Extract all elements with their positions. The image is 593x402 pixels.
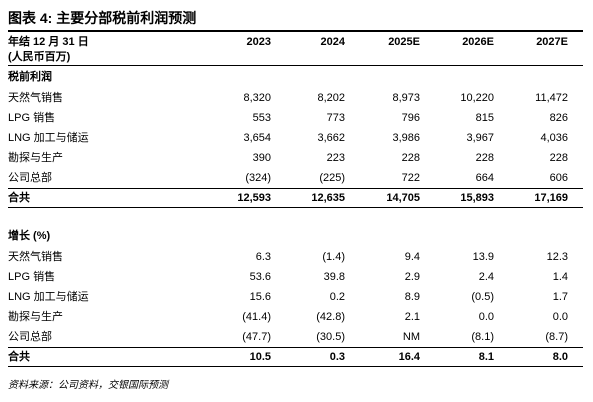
cell: 1.7: [552, 291, 568, 303]
cell: 0.0: [478, 311, 494, 323]
cell: (41.4): [242, 311, 271, 323]
cell: 3,662: [317, 132, 345, 144]
cell: (30.5): [316, 331, 345, 343]
row-label: LNG 加工与储运: [8, 291, 89, 303]
total-label: 合共: [8, 351, 30, 363]
cell: (324): [245, 172, 271, 184]
rule: [8, 207, 583, 208]
cell: (8.1): [471, 331, 494, 343]
total-cell: 0.3: [329, 351, 345, 363]
total-cell: 12,593: [237, 192, 271, 204]
rule: [8, 30, 583, 32]
row-label: 勘探与生产: [8, 152, 63, 164]
cell: (225): [319, 172, 345, 184]
cell: 4,036: [540, 132, 568, 144]
total-cell: 8.0: [552, 351, 568, 363]
cell: 815: [475, 112, 494, 124]
cell: 8,320: [243, 92, 271, 104]
cell: 53.6: [249, 271, 271, 283]
cell: 8,973: [392, 92, 420, 104]
row-label: LPG 销售: [8, 112, 56, 124]
rule: [8, 366, 583, 367]
cell: 2.9: [404, 271, 420, 283]
section-heading: 税前利润: [8, 71, 52, 83]
total-cell: 8.1: [478, 351, 494, 363]
cell: 228: [549, 152, 568, 164]
total-cell: 17,169: [534, 192, 568, 204]
total-cell: 16.4: [398, 351, 420, 363]
cell: NM: [402, 331, 420, 343]
cell: (47.7): [242, 331, 271, 343]
column-header: 2027E: [536, 36, 568, 48]
cell: 553: [252, 112, 271, 124]
cell: 0.0: [552, 311, 568, 323]
row-label: LPG 销售: [8, 271, 56, 283]
cell: (1.4): [322, 251, 345, 263]
row-label: 天然气销售: [8, 92, 63, 104]
cell: 8.9: [404, 291, 420, 303]
cell: 0.2: [329, 291, 345, 303]
cell: 228: [475, 152, 494, 164]
cell: (0.5): [471, 291, 494, 303]
cell: 826: [549, 112, 568, 124]
cell: 3,654: [243, 132, 271, 144]
cell: 3,967: [466, 132, 494, 144]
rule: [8, 188, 583, 189]
row-label: 勘探与生产: [8, 311, 63, 323]
column-header: 2024: [320, 36, 345, 48]
cell: 390: [252, 152, 271, 164]
cell: 773: [326, 112, 345, 124]
cell: 2.4: [478, 271, 494, 283]
cell: (8.7): [545, 331, 568, 343]
cell: 8,202: [317, 92, 345, 104]
cell: 11,472: [535, 92, 568, 104]
cell: 606: [549, 172, 568, 184]
total-cell: 12,635: [311, 192, 345, 204]
row-label: 公司总部: [8, 172, 52, 184]
rule: [8, 347, 583, 348]
row-label: 公司总部: [8, 331, 52, 343]
total-label: 合共: [8, 192, 30, 204]
cell: 3,986: [392, 132, 420, 144]
cell: 223: [326, 152, 345, 164]
cell: 15.6: [249, 291, 271, 303]
column-header: 2026E: [462, 36, 494, 48]
row-label: LNG 加工与储运: [8, 132, 89, 144]
cell: 6.3: [255, 251, 271, 263]
cell: (42.8): [316, 311, 345, 323]
cell: 12.3: [546, 251, 568, 263]
source: 资料来源：公司资料，交银国际预测: [8, 380, 168, 391]
total-cell: 15,893: [460, 192, 494, 204]
column-header: 2025E: [388, 36, 420, 48]
header-label: (人民币百万): [8, 51, 71, 63]
cell: 664: [475, 172, 494, 184]
cell: 1.4: [552, 271, 568, 283]
cell: 10,220: [460, 92, 494, 104]
title: 图表 4: 主要分部税前利润预测: [8, 10, 197, 26]
total-cell: 14,705: [386, 192, 420, 204]
total-cell: 10.5: [249, 351, 271, 363]
cell: 39.8: [323, 271, 345, 283]
column-header: 2023: [246, 36, 271, 48]
cell: 722: [401, 172, 420, 184]
row-label: 天然气销售: [8, 251, 63, 263]
cell: 228: [401, 152, 420, 164]
section-heading: 增长 (%): [8, 230, 51, 242]
cell: 9.4: [404, 251, 420, 263]
cell: 2.1: [404, 311, 420, 323]
cell: 13.9: [472, 251, 494, 263]
rule: [8, 65, 583, 66]
header-label: 年结 12 月 31 日: [8, 36, 89, 48]
cell: 796: [401, 112, 420, 124]
